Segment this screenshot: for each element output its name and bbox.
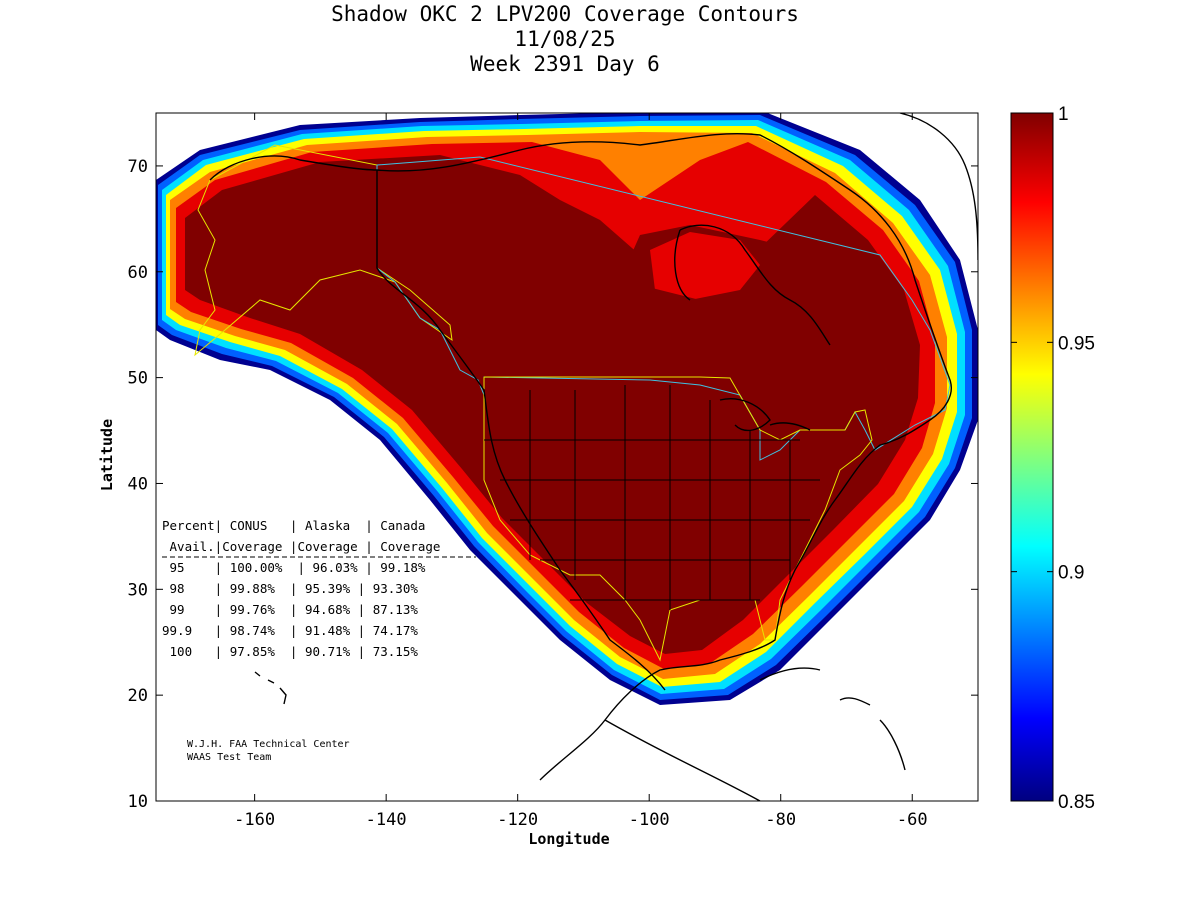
geographic-boundaries xyxy=(209,113,978,801)
x-tick-label: -60 xyxy=(897,810,928,830)
great-lakes xyxy=(719,398,811,432)
y-tick-label: 40 xyxy=(128,474,148,494)
colorbar-gradient xyxy=(1010,112,1054,802)
table-row-95: 95 | 100.00% | 96.03% | 99.18% xyxy=(162,560,426,575)
central-america-coast xyxy=(604,719,761,801)
x-tick-label: -120 xyxy=(497,810,538,830)
colorbar-tick-label: 1 xyxy=(1058,104,1069,125)
coverage-table: Percent| CONUS | Alaska | Canada Avail.|… xyxy=(162,518,476,659)
caribbean-islands xyxy=(759,667,906,771)
x-tick-label: -140 xyxy=(366,810,407,830)
colorbar-tick-label: 0.95 xyxy=(1058,333,1095,354)
colorbar-tick-label: 0.85 xyxy=(1058,792,1095,813)
y-tick-label: 60 xyxy=(128,263,148,283)
hudson-bay-coast xyxy=(674,224,831,346)
region-outlines xyxy=(194,144,951,662)
x-tick-label: -100 xyxy=(629,810,670,830)
y-tick-label: 10 xyxy=(128,792,148,812)
table-row-99: 99 | 99.76% | 94.68% | 87.13% xyxy=(162,602,418,617)
x-axis-ticks: -160 -140 -120 -100 -80 -60 xyxy=(234,113,928,830)
y-tick-label: 70 xyxy=(128,157,148,177)
y-tick-label: 50 xyxy=(128,369,148,389)
table-header-2: Avail.|Coverage |Coverage | Coverage xyxy=(162,539,440,554)
contour-dark-patch-center xyxy=(300,160,905,430)
greenland-coast xyxy=(899,113,978,261)
conus-state-grid xyxy=(484,385,820,610)
y-axis-ticks: 10 20 30 40 50 60 70 xyxy=(128,157,978,812)
y-tick-label: 20 xyxy=(128,686,148,706)
conus-outline xyxy=(483,376,873,662)
table-row-98: 98 | 99.88% | 95.39% | 93.30% xyxy=(162,581,418,596)
x-axis-label: Longitude xyxy=(528,830,609,848)
coverage-contours xyxy=(156,113,978,705)
credit-line-2: WAAS Test Team xyxy=(187,752,271,763)
plot-frame xyxy=(155,112,979,802)
x-tick-label: -80 xyxy=(765,810,796,830)
x-tick-label: -160 xyxy=(234,810,275,830)
colorbar: 0.85 0.9 0.95 1 xyxy=(1010,104,1095,813)
map-plot-area xyxy=(156,113,978,801)
table-row-99-9: 99.9 | 98.74% | 91.48% | 74.17% xyxy=(162,623,418,638)
table-header-1: Percent| CONUS | Alaska | Canada xyxy=(162,518,425,533)
credit-line-1: W.J.H. FAA Technical Center xyxy=(187,739,350,750)
y-tick-label: 30 xyxy=(128,580,148,600)
colorbar-tick-label: 0.9 xyxy=(1058,563,1084,584)
hawaii-islands xyxy=(254,671,287,705)
y-axis-label: Latitude xyxy=(98,419,116,491)
figure-title-line3: Week 2391 Day 6 xyxy=(470,52,660,76)
alaska-outline xyxy=(194,144,453,357)
colorbar-ticks: 0.85 0.9 0.95 1 xyxy=(1011,104,1095,813)
table-row-100: 100 | 97.85% | 90.71% | 73.15% xyxy=(162,644,418,659)
canada-border-outline xyxy=(376,156,951,461)
figure-title-line1: Shadow OKC 2 LPV200 Coverage Contours xyxy=(331,2,799,26)
figure-title-line2: 11/08/25 xyxy=(514,27,615,51)
